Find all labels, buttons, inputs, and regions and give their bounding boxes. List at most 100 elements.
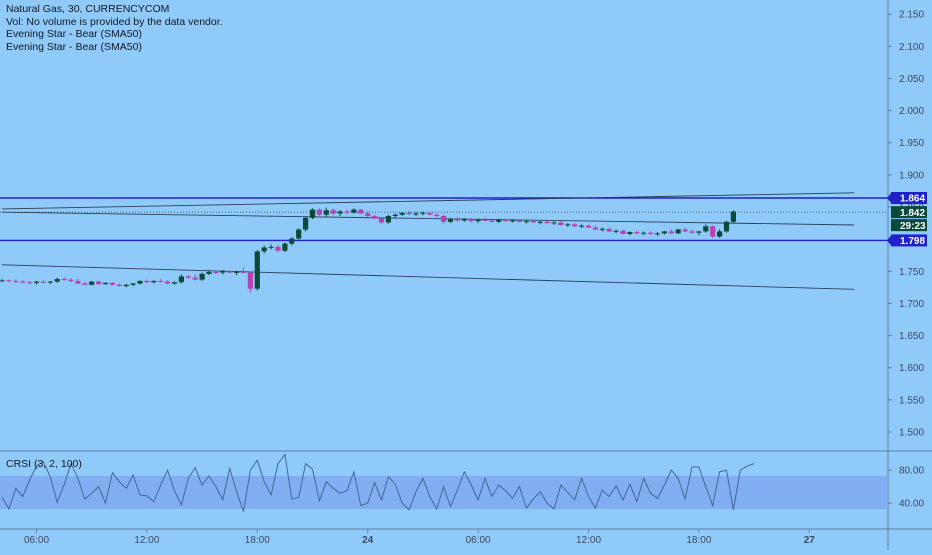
candle-body [372, 216, 378, 219]
time-axis-label: 24 [362, 535, 374, 546]
crsi-axis-label: 80.00 [899, 466, 924, 477]
candle-body [268, 246, 274, 248]
candle-body [323, 210, 329, 215]
legend-volume-note: Vol: No volume is provided by the data v… [6, 15, 223, 28]
last-price-tag-bg [891, 206, 927, 219]
candle-body [206, 271, 212, 274]
candle-body [344, 211, 350, 213]
candle-body [0, 280, 5, 282]
candle-body [730, 211, 736, 222]
candle-body [171, 282, 178, 284]
candle-body [661, 231, 667, 234]
candle-body [137, 280, 143, 284]
trend-line [1, 264, 855, 290]
candle-body [47, 281, 53, 283]
candle-body [68, 279, 74, 281]
candle-body [510, 220, 516, 222]
candle-body [441, 216, 447, 222]
candle-body [116, 284, 122, 287]
trend-line [1, 211, 855, 226]
candle-body [6, 280, 12, 282]
candle-body [358, 209, 364, 214]
price-axis-label: 1.500 [899, 428, 924, 439]
time-axis-label: 18:00 [245, 535, 270, 546]
price-axis-label: 1.600 [899, 363, 924, 374]
candle-body [75, 280, 81, 284]
candle-body [13, 280, 19, 282]
candle-body [330, 210, 336, 214]
time-axis-label: 12:00 [576, 535, 601, 546]
candle-body [109, 282, 115, 285]
resistance-price-tag-bg [891, 192, 927, 204]
candle-body [585, 225, 592, 228]
candle-body [503, 219, 509, 222]
candle-body [620, 230, 626, 234]
candle-body [496, 219, 502, 222]
candle-body [579, 225, 585, 227]
time-axis-label: 06:00 [466, 535, 491, 546]
candle-body [296, 229, 302, 239]
candle-body [240, 271, 247, 273]
candle-body [710, 226, 716, 237]
candle-body [351, 209, 357, 213]
chart-legend: Natural Gas, 30, CURRENCYCOM Vol: No vol… [6, 3, 223, 53]
candle-body [227, 271, 233, 273]
candle-body [544, 221, 550, 224]
candle-body [468, 219, 474, 222]
trend-line [1, 192, 855, 210]
candle-body [82, 283, 88, 285]
candle-body [627, 232, 633, 234]
crsi-band [0, 475, 888, 509]
candle-body [89, 281, 95, 285]
candle-body [413, 213, 419, 215]
candle-body [213, 271, 219, 273]
candle-body [406, 212, 412, 215]
price-axis-label: 1.700 [899, 299, 924, 310]
candle-body [102, 282, 109, 285]
candle-body [192, 277, 198, 280]
candle-body [130, 283, 136, 285]
candle-body [96, 281, 102, 285]
price-axis-label: 2.000 [899, 106, 924, 117]
price-axis-label: 2.150 [899, 10, 924, 21]
candle-body [447, 219, 454, 222]
countdown-tag-bg [891, 219, 927, 232]
candles-group [0, 207, 736, 293]
price-axis-label: 1.550 [899, 395, 924, 406]
price-axis-label: 2.050 [899, 74, 924, 85]
time-axis-label: 27 [804, 535, 816, 546]
crsi-title: CRSI (3, 2, 100) [6, 458, 82, 470]
legend-pattern-1: Evening Star - Bear (SMA50) [6, 28, 142, 40]
candle-body [178, 276, 184, 283]
candle-body [648, 232, 654, 234]
price-axis-label: 1.900 [899, 170, 924, 181]
candle-body [378, 218, 385, 223]
candle-body [565, 224, 571, 226]
support-price-tag-bg [891, 234, 927, 247]
candle-body [654, 233, 661, 235]
candle-body [723, 221, 730, 232]
candle-body [613, 230, 619, 232]
candle-body [682, 229, 688, 232]
candle-body [151, 280, 157, 283]
support-price-tag: 1.798 [900, 236, 925, 247]
legend-pattern-2: Evening Star - Bear (SMA50) [6, 40, 142, 53]
candle-body [144, 280, 150, 283]
candle-body [634, 232, 640, 234]
candle-body [261, 247, 267, 252]
candle-body [399, 212, 405, 215]
resistance-tag-arrow [887, 192, 892, 204]
candle-body [20, 281, 26, 283]
candle-body [489, 220, 495, 222]
candle-body [40, 281, 46, 283]
candle-body [303, 217, 309, 230]
candle-body [420, 212, 426, 214]
candle-body [247, 272, 253, 289]
candle-body [482, 219, 488, 221]
price-axis-label: 1.750 [899, 267, 924, 278]
candle-body [689, 231, 695, 233]
candle-body [282, 243, 288, 251]
candle-body [365, 213, 371, 216]
